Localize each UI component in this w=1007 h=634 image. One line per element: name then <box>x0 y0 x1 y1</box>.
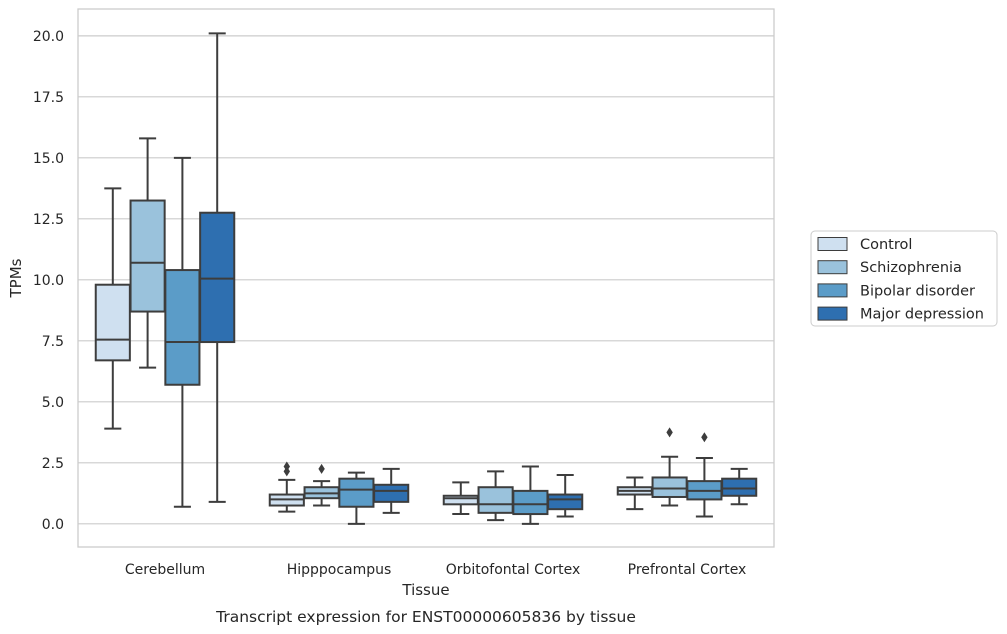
legend: Control Schizophrenia Bipolar disorder Majo… <box>810 230 998 327</box>
box-schizophrenia-3 <box>651 427 688 507</box>
y-tick-labels: 0.0 2.5 5.0 7.5 10.0 12.5 15.0 17.5 20.0 <box>33 29 64 533</box>
iqr-box <box>721 477 758 497</box>
iqr-box <box>94 283 131 362</box>
y-axis-label: TPMs <box>7 258 25 298</box>
box-control-3 <box>616 476 653 511</box>
legend-label: Bipolar disorder <box>860 283 975 299</box>
box-control-0 <box>94 187 131 430</box>
legend-swatch <box>817 283 848 298</box>
outlier-point <box>283 461 290 472</box>
outlier-point <box>666 427 673 438</box>
iqr-box <box>338 477 375 508</box>
y-tick-label: 10.0 <box>33 273 64 289</box>
box-schizophrenia-0 <box>129 137 166 369</box>
iqr-box <box>547 493 584 511</box>
x-tick-label: Prefrontal Cortex <box>628 562 747 578</box>
y-tick-label: 20.0 <box>33 29 64 45</box>
box-major-depression-3 <box>721 467 758 506</box>
y-tick-label: 7.5 <box>42 334 64 350</box>
iqr-box <box>477 486 514 514</box>
legend-label: Major depression <box>860 307 984 323</box>
x-axis-label: Tissue <box>401 581 449 599</box>
box-major-depression-0 <box>199 32 236 503</box>
outlier-point <box>318 463 325 474</box>
legend-swatch <box>817 260 848 275</box>
y-tick-label: 0.0 <box>42 517 64 533</box>
box-schizophrenia-2 <box>477 470 514 522</box>
box-bipolar-disorder-1 <box>338 471 375 525</box>
box-bipolar-disorder-2 <box>512 465 549 525</box>
box-bipolar-disorder-0 <box>164 156 201 508</box>
legend-swatch <box>817 237 848 251</box>
x-tick-labels: Cerebellum Hipppocampus Orbitofontal Corte… <box>125 562 746 578</box>
iqr-box <box>442 494 479 506</box>
iqr-box <box>129 199 166 313</box>
box-major-depression-1 <box>373 467 410 514</box>
iqr-box <box>512 489 549 516</box>
legend-frame <box>810 230 998 327</box>
legend-swatch <box>817 306 848 321</box>
plot-frame <box>77 8 775 548</box>
chart-caption: Transcript expression for ENST0000060583… <box>215 608 636 626</box>
box-control-1 <box>268 461 305 513</box>
box-series <box>94 32 758 525</box>
legend-label: Schizophrenia <box>860 260 962 276</box>
box-major-depression-2 <box>547 474 584 518</box>
x-tick-label: Hipppocampus <box>287 562 392 578</box>
box-control-2 <box>442 481 479 516</box>
box-bipolar-disorder-3 <box>686 432 723 518</box>
iqr-box <box>164 269 201 386</box>
y-tick-label: 15.0 <box>33 151 64 167</box>
iqr-box <box>373 483 410 503</box>
y-tick-label: 12.5 <box>33 212 64 228</box>
y-tick-label: 17.5 <box>33 90 64 106</box>
outlier-point <box>701 432 708 443</box>
iqr-box <box>199 211 236 344</box>
box-schizophrenia-1 <box>303 463 340 507</box>
x-tick-label: Orbitofontal Cortex <box>446 562 581 578</box>
legend-label: Control <box>860 237 912 253</box>
legend-items: Control Schizophrenia Bipolar disorder Majo… <box>817 237 984 323</box>
y-tick-label: 5.0 <box>42 395 64 411</box>
y-tick-label: 2.5 <box>42 456 64 472</box>
iqr-box <box>651 476 688 498</box>
x-tick-label: Cerebellum <box>125 562 205 578</box>
